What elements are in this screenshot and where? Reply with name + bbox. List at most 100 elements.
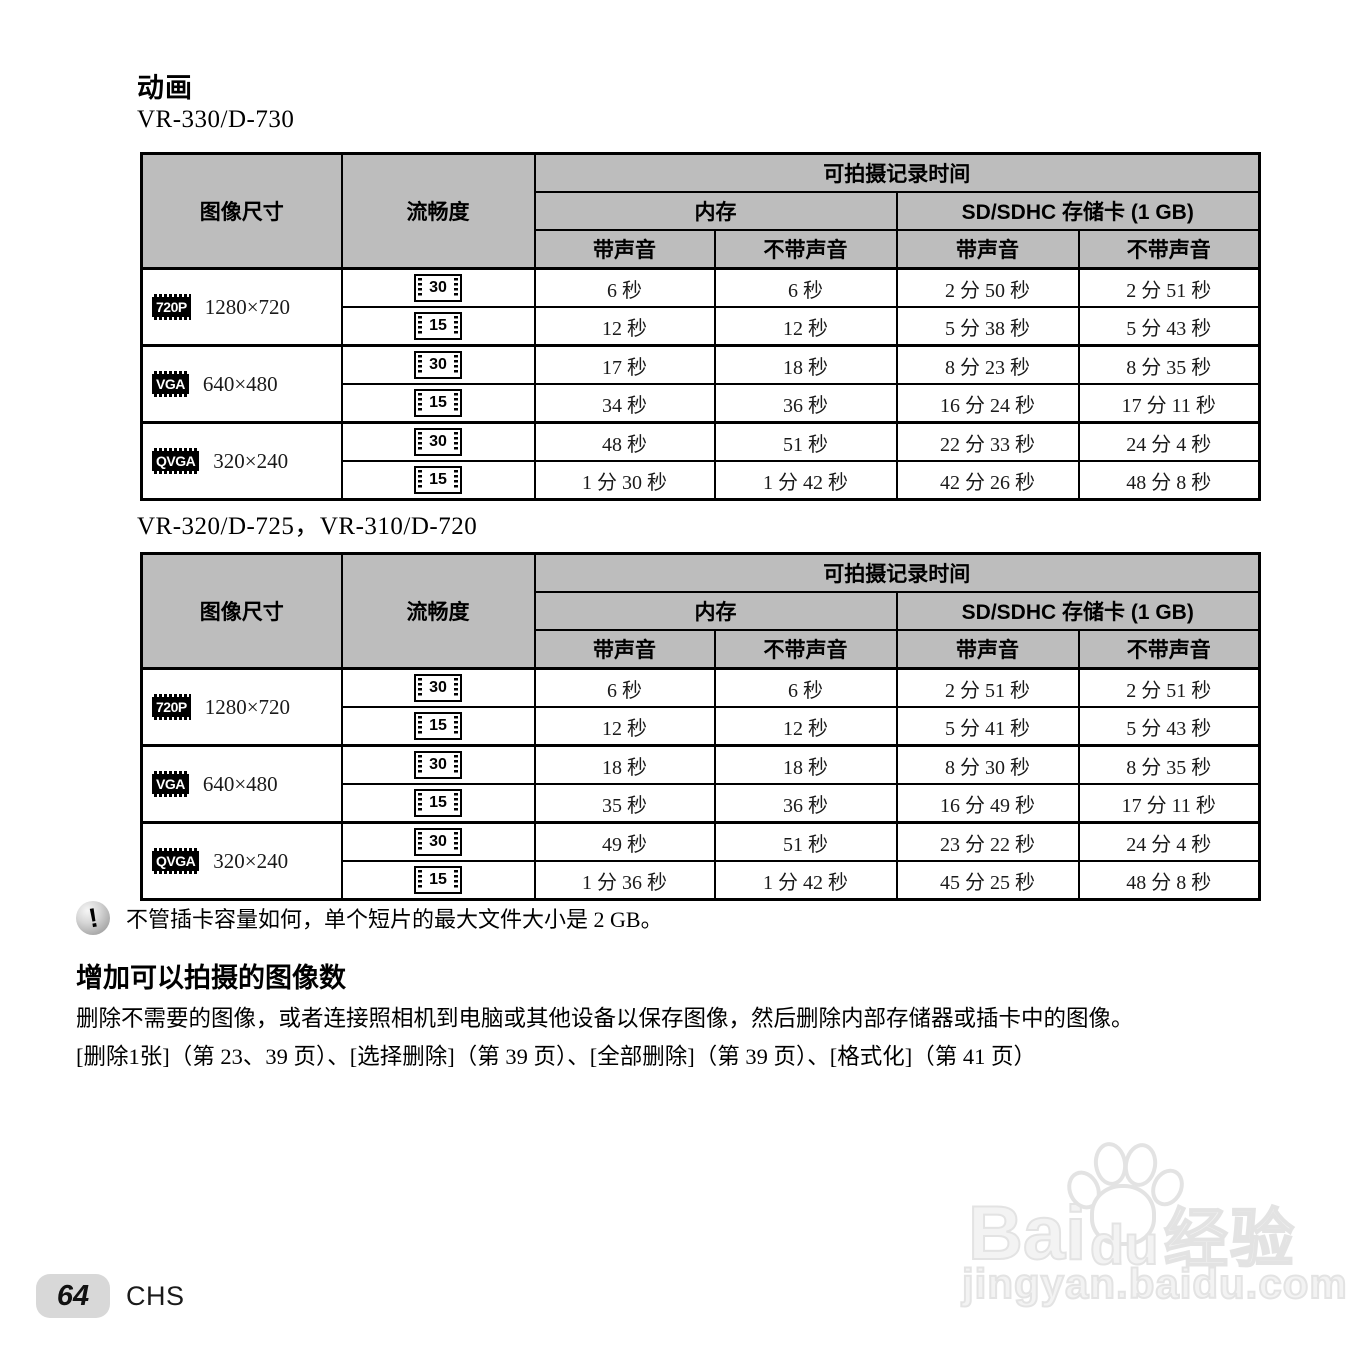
col-header-internal-memory: 内存	[533, 191, 898, 231]
cell-memory-with-sound: 6 秒	[533, 667, 716, 708]
image-size-cell: 720P 1280×720	[140, 267, 343, 347]
frame-rate-icon-15: 15	[414, 712, 462, 740]
cell-memory-with-sound: 48 秒	[533, 421, 716, 462]
image-size-text: 1280×720	[204, 694, 291, 719]
image-size-icon-qvga: QVGA	[152, 448, 200, 474]
cell-sd-without-sound: 8 分 35 秒	[1077, 344, 1261, 385]
cell-memory-with-sound: 12 秒	[533, 706, 716, 747]
cell-memory-without-sound: 12 秒	[713, 706, 898, 747]
cell-memory-with-sound: 34 秒	[533, 383, 716, 424]
cell-sd-without-sound: 8 分 35 秒	[1077, 744, 1261, 785]
recording-time-table-vr320: 图像尺寸 流畅度 可拍摄记录时间 内存 SD/SDHC 存储卡 (1 GB) 带…	[140, 552, 1261, 901]
section-body: 删除不需要的图像，或者连接照相机到电脑或其他设备以保存图像，然后删除内部存储器或…	[76, 1000, 1312, 1076]
frame-rate-cell: 15	[340, 306, 536, 347]
cell-sd-without-sound: 17 分 11 秒	[1077, 383, 1261, 424]
image-size-cell: 720P 1280×720	[140, 667, 343, 747]
frame-rate-icon-30: 30	[414, 751, 462, 779]
cell-sd-with-sound: 42 分 26 秒	[895, 460, 1080, 501]
image-size-cell: QVGA 320×240	[140, 821, 343, 901]
image-size-icon-720p: 720P	[152, 694, 191, 720]
frame-rate-icon-15: 15	[414, 866, 462, 894]
col-header-sd-card: SD/SDHC 存储卡 (1 GB)	[895, 591, 1261, 631]
col-header-frame-rate: 流畅度	[340, 552, 536, 670]
col-header-recording-time: 可拍摄记录时间	[533, 152, 1261, 193]
cell-memory-without-sound: 51 秒	[713, 821, 898, 862]
image-size-text: 320×240	[213, 848, 289, 873]
page-title: 动画	[137, 73, 193, 103]
cell-memory-without-sound: 36 秒	[713, 783, 898, 824]
cell-memory-with-sound: 6 秒	[533, 267, 716, 308]
cell-sd-with-sound: 8 分 23 秒	[895, 344, 1080, 385]
frame-rate-cell: 30	[340, 821, 536, 862]
cell-sd-without-sound: 2 分 51 秒	[1077, 667, 1261, 708]
frame-rate-icon-30: 30	[414, 674, 462, 702]
page-number-badge: 64	[36, 1274, 110, 1318]
cell-memory-without-sound: 1 分 42 秒	[713, 460, 898, 501]
col-header-without-sound: 不带声音	[1077, 229, 1261, 270]
col-header-recording-time: 可拍摄记录时间	[533, 552, 1261, 593]
image-size-icon-vga: VGA	[152, 771, 189, 797]
col-header-image-size: 图像尺寸	[140, 152, 343, 270]
cell-memory-without-sound: 12 秒	[713, 306, 898, 347]
cell-memory-with-sound: 1 分 30 秒	[533, 460, 716, 501]
recording-time-table-vr330: 图像尺寸 流畅度 可拍摄记录时间 内存 SD/SDHC 存储卡 (1 GB) 带…	[140, 152, 1261, 501]
frame-rate-icon-30: 30	[414, 351, 462, 379]
frame-rate-cell: 30	[340, 744, 536, 785]
cell-sd-with-sound: 16 分 49 秒	[895, 783, 1080, 824]
frame-rate-icon-15: 15	[414, 389, 462, 417]
body-line-2: [删除1张]（第 23、39 页）、[选择删除]（第 39 页）、[全部删除]（…	[76, 1044, 1036, 1069]
model-label-vr320: VR-320/D-725，VR-310/D-720	[137, 513, 478, 540]
frame-rate-cell: 30	[340, 667, 536, 708]
cell-memory-without-sound: 36 秒	[713, 383, 898, 424]
language-label: CHS	[126, 1280, 185, 1311]
col-header-with-sound: 带声音	[533, 629, 716, 670]
col-header-without-sound: 不带声音	[1077, 629, 1261, 670]
watermark-bai-text: Bai	[967, 1190, 1087, 1277]
image-size-cell: QVGA 320×240	[140, 421, 343, 501]
image-size-cell: VGA 640×480	[140, 344, 343, 424]
cell-sd-with-sound: 5 分 41 秒	[895, 706, 1080, 747]
image-size-text: 320×240	[213, 448, 289, 473]
caution-note: ! 不管插卡容量如何，单个短片的最大文件大小是 2 GB。	[76, 901, 663, 935]
cell-sd-without-sound: 24 分 4 秒	[1077, 821, 1261, 862]
cell-sd-with-sound: 8 分 30 秒	[895, 744, 1080, 785]
frame-rate-cell: 30	[340, 267, 536, 308]
section-heading: 增加可以拍摄的图像数	[76, 963, 346, 993]
watermark-du-text: du	[1089, 1212, 1159, 1277]
col-header-without-sound: 不带声音	[713, 229, 898, 270]
cell-memory-with-sound: 18 秒	[533, 744, 716, 785]
frame-rate-icon-30: 30	[414, 274, 462, 302]
cell-memory-without-sound: 18 秒	[713, 744, 898, 785]
frame-rate-cell: 15	[340, 860, 536, 901]
col-header-image-size: 图像尺寸	[140, 552, 343, 670]
frame-rate-icon-30: 30	[414, 828, 462, 856]
frame-rate-cell: 15	[340, 706, 536, 747]
cell-sd-with-sound: 2 分 51 秒	[895, 667, 1080, 708]
cell-sd-with-sound: 5 分 38 秒	[895, 306, 1080, 347]
frame-rate-icon-15: 15	[414, 789, 462, 817]
col-header-without-sound: 不带声音	[713, 629, 898, 670]
model-label-vr330: VR-330/D-730	[137, 106, 295, 133]
cell-sd-without-sound: 5 分 43 秒	[1077, 706, 1261, 747]
col-header-with-sound: 带声音	[895, 229, 1080, 270]
cell-sd-without-sound: 2 分 51 秒	[1077, 267, 1261, 308]
frame-rate-cell: 15	[340, 783, 536, 824]
frame-rate-cell: 30	[340, 344, 536, 385]
cell-memory-with-sound: 12 秒	[533, 306, 716, 347]
frame-rate-icon-15: 15	[414, 312, 462, 340]
col-header-sd-card: SD/SDHC 存储卡 (1 GB)	[895, 191, 1261, 231]
cell-sd-without-sound: 48 分 8 秒	[1077, 460, 1261, 501]
col-header-with-sound: 带声音	[895, 629, 1080, 670]
cell-memory-with-sound: 17 秒	[533, 344, 716, 385]
body-line-1: 删除不需要的图像，或者连接照相机到电脑或其他设备以保存图像，然后删除内部存储器或…	[76, 1006, 1134, 1031]
baidu-watermark: Bai du 经验 jingyan.baidu.com	[956, 1139, 1348, 1316]
watermark-jingyan-text: 经验	[1163, 1202, 1296, 1276]
cell-memory-without-sound: 6 秒	[713, 667, 898, 708]
cell-sd-with-sound: 2 分 50 秒	[895, 267, 1080, 308]
cell-memory-without-sound: 51 秒	[713, 421, 898, 462]
frame-rate-cell: 15	[340, 460, 536, 501]
image-size-text: 1280×720	[204, 294, 291, 319]
paw-icon	[1061, 1139, 1190, 1250]
image-size-icon-vga: VGA	[152, 371, 189, 397]
